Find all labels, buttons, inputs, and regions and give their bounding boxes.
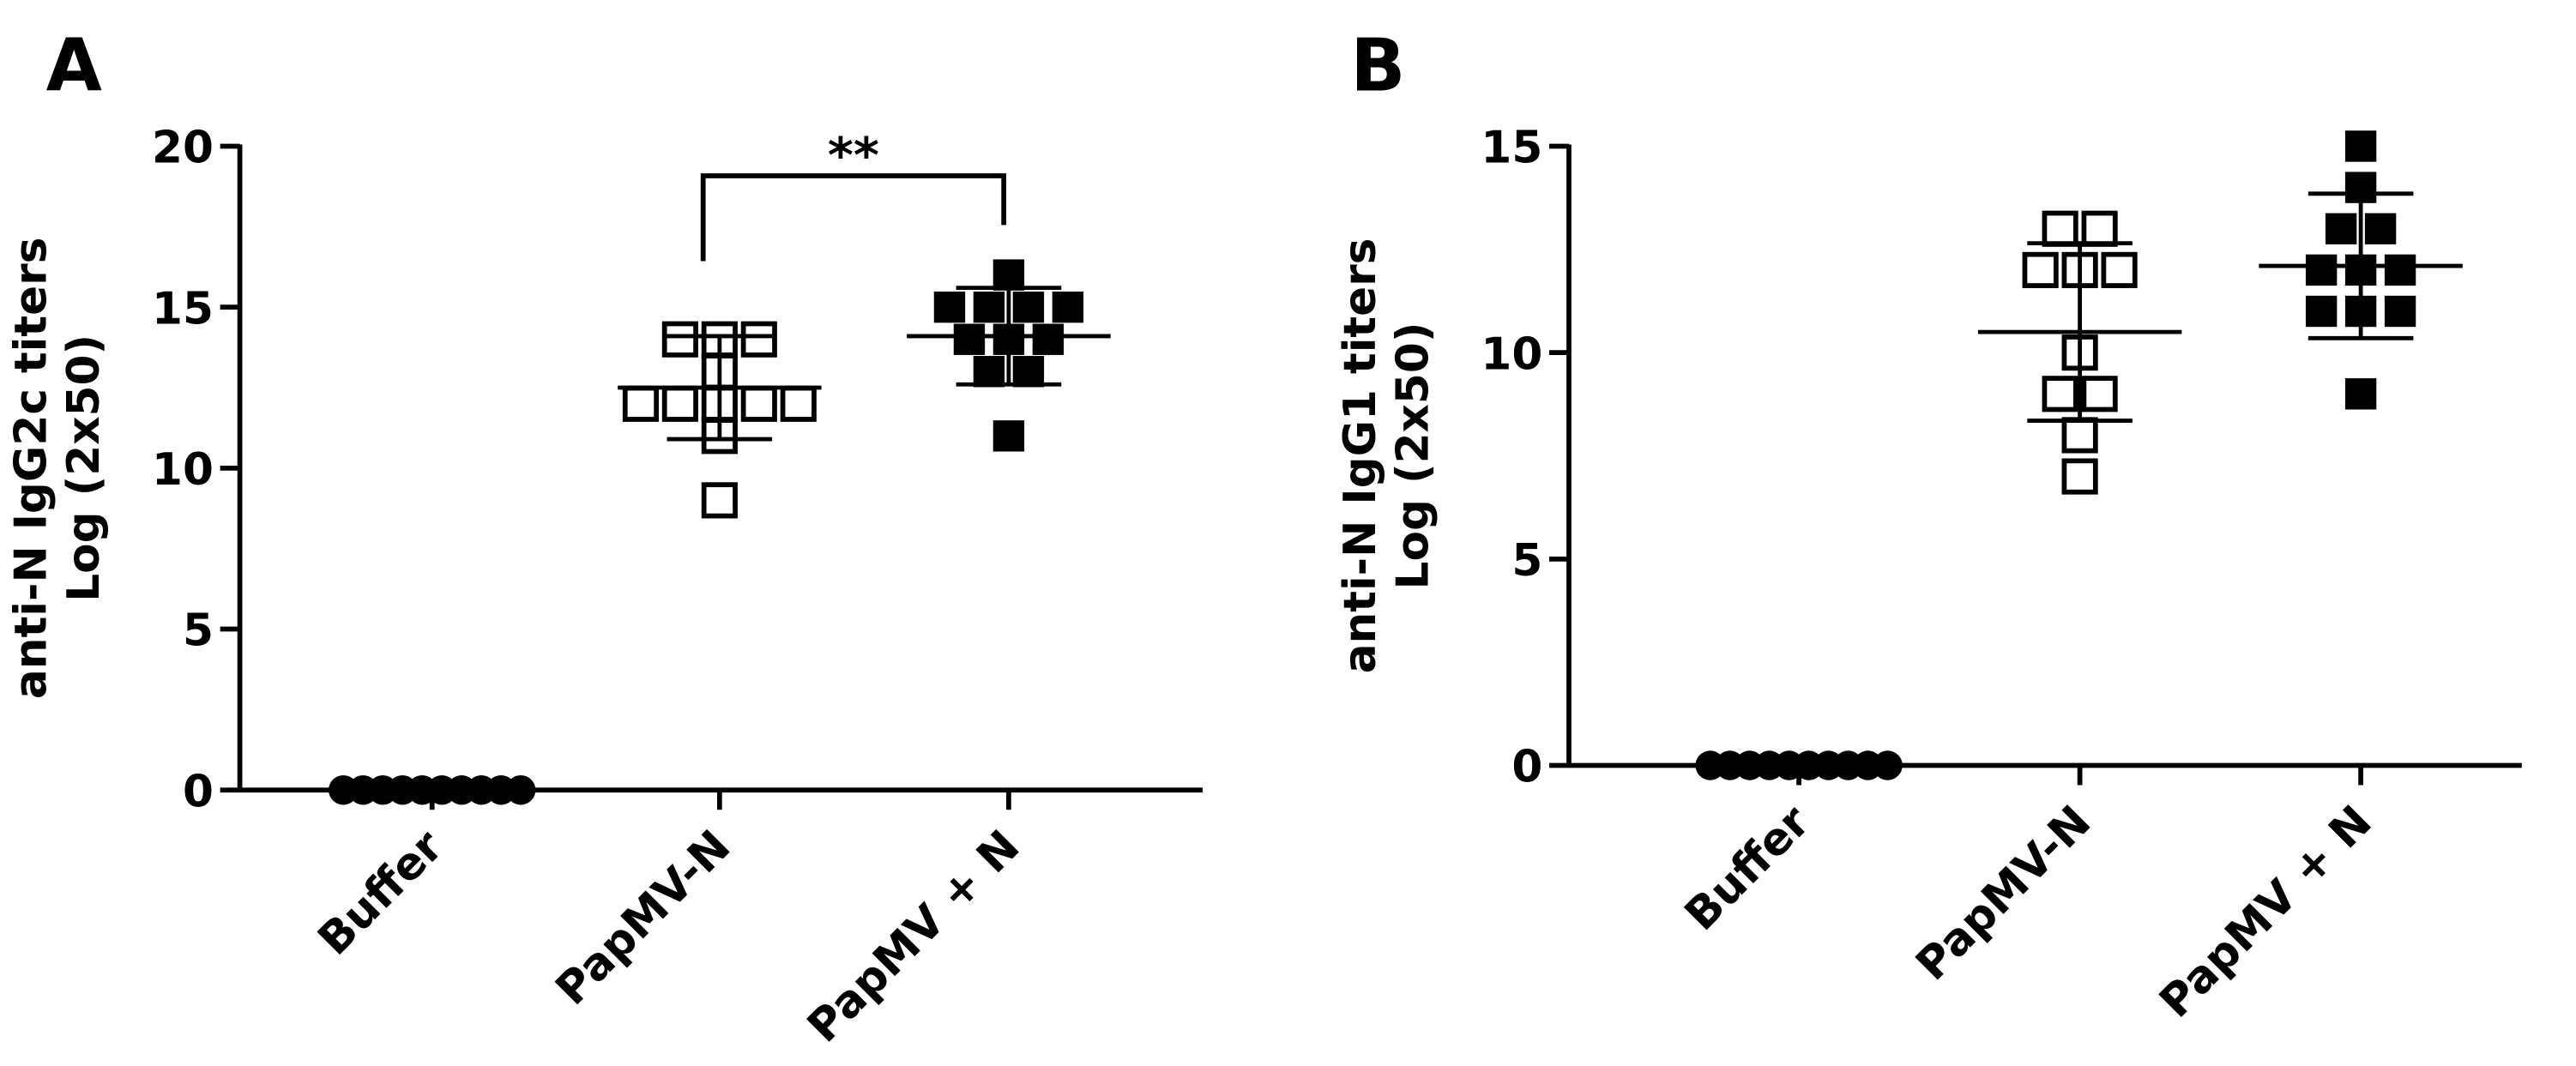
y-axis-label: anti-N IgG2c titers: [6, 238, 57, 700]
y-axis-label: Log (2x50): [1387, 322, 1439, 590]
data-point: [973, 356, 1005, 388]
data-point: [1873, 750, 1903, 780]
data-point: [2081, 376, 2118, 413]
data-point: [2305, 295, 2338, 328]
data-point: [992, 420, 1025, 452]
data-point: [2101, 251, 2138, 288]
data-point: [992, 259, 1025, 291]
data-point: [2344, 378, 2377, 410]
data-point: [2081, 210, 2118, 247]
y-tick-label: 20: [152, 123, 214, 174]
data-point: [1052, 291, 1084, 323]
data-point: [933, 291, 966, 323]
data-point: [740, 385, 777, 422]
y-tick-label: 15: [1481, 123, 1542, 174]
x-tick-label: Buffer: [308, 821, 453, 966]
y-tick-label: 10: [152, 444, 214, 496]
x-tick-label: PapMV + N: [798, 821, 1029, 1052]
panel-label: A: [46, 23, 102, 107]
data-point: [1012, 356, 1045, 388]
data-point: [2042, 210, 2078, 247]
data-point: [661, 321, 698, 358]
x-tick-label: PapMV-N: [1906, 796, 2101, 991]
data-point: [2022, 251, 2059, 288]
data-point: [2384, 295, 2416, 328]
data-point: [1012, 291, 1045, 323]
data-point: [2042, 376, 2078, 413]
data-point: [2344, 130, 2377, 162]
data-point: [740, 321, 777, 358]
y-tick-label: 5: [1511, 535, 1542, 587]
x-tick-label: PapMV-N: [546, 821, 741, 1015]
data-point: [505, 774, 536, 805]
data-point: [2061, 417, 2098, 454]
data-point: [2305, 254, 2338, 286]
panel-label: B: [1350, 23, 1405, 107]
x-tick-label: Buffer: [1675, 796, 1820, 941]
data-point: [622, 385, 659, 422]
data-point: [973, 291, 1005, 323]
y-axis-label: Log (2x50): [58, 334, 110, 602]
data-point: [2061, 458, 2098, 495]
significance-label: **: [828, 127, 879, 184]
y-tick-label: 10: [1481, 328, 1542, 380]
data-point: [661, 385, 698, 422]
data-point: [780, 385, 817, 422]
y-tick-label: 0: [183, 766, 214, 817]
data-point: [953, 323, 986, 355]
y-tick-label: 5: [183, 605, 214, 657]
data-point: [2325, 213, 2357, 244]
x-tick-label: PapMV + N: [2150, 796, 2381, 1027]
data-point: [701, 482, 738, 519]
y-tick-label: 0: [1511, 742, 1542, 793]
significance-bracket: [700, 173, 1007, 262]
y-tick-label: 15: [152, 283, 214, 334]
y-axis-label: anti-N IgG1 titers: [1335, 238, 1386, 674]
data-point: [1032, 323, 1065, 355]
data-point: [2384, 254, 2416, 286]
data-point: [2364, 213, 2397, 244]
